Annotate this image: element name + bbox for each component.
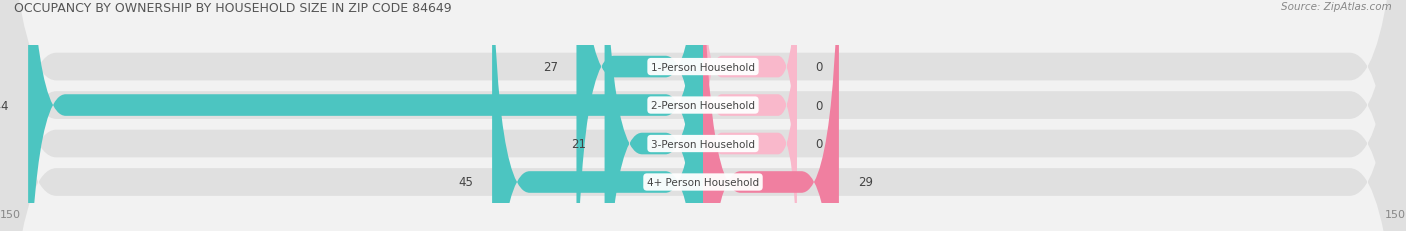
Text: 150: 150	[0, 209, 21, 219]
FancyBboxPatch shape	[28, 0, 703, 231]
FancyBboxPatch shape	[576, 0, 703, 231]
Text: 0: 0	[815, 61, 823, 74]
FancyBboxPatch shape	[703, 1, 797, 231]
FancyBboxPatch shape	[703, 0, 797, 231]
Text: 21: 21	[571, 137, 586, 150]
Text: 144: 144	[0, 99, 10, 112]
FancyBboxPatch shape	[703, 0, 839, 231]
Text: 3-Person Household: 3-Person Household	[651, 139, 755, 149]
Text: 0: 0	[815, 137, 823, 150]
Text: Source: ZipAtlas.com: Source: ZipAtlas.com	[1281, 2, 1392, 12]
Text: 0: 0	[815, 99, 823, 112]
Text: OCCUPANCY BY OWNERSHIP BY HOUSEHOLD SIZE IN ZIP CODE 84649: OCCUPANCY BY OWNERSHIP BY HOUSEHOLD SIZE…	[14, 2, 451, 15]
Text: 29: 29	[858, 176, 873, 189]
Text: 45: 45	[458, 176, 474, 189]
Text: 150: 150	[1385, 209, 1406, 219]
Text: 4+ Person Household: 4+ Person Household	[647, 177, 759, 187]
FancyBboxPatch shape	[492, 0, 703, 231]
Text: 2-Person Household: 2-Person Household	[651, 101, 755, 111]
Text: 27: 27	[543, 61, 558, 74]
FancyBboxPatch shape	[703, 0, 797, 210]
Text: 1-Person Household: 1-Person Household	[651, 62, 755, 72]
FancyBboxPatch shape	[605, 0, 703, 231]
